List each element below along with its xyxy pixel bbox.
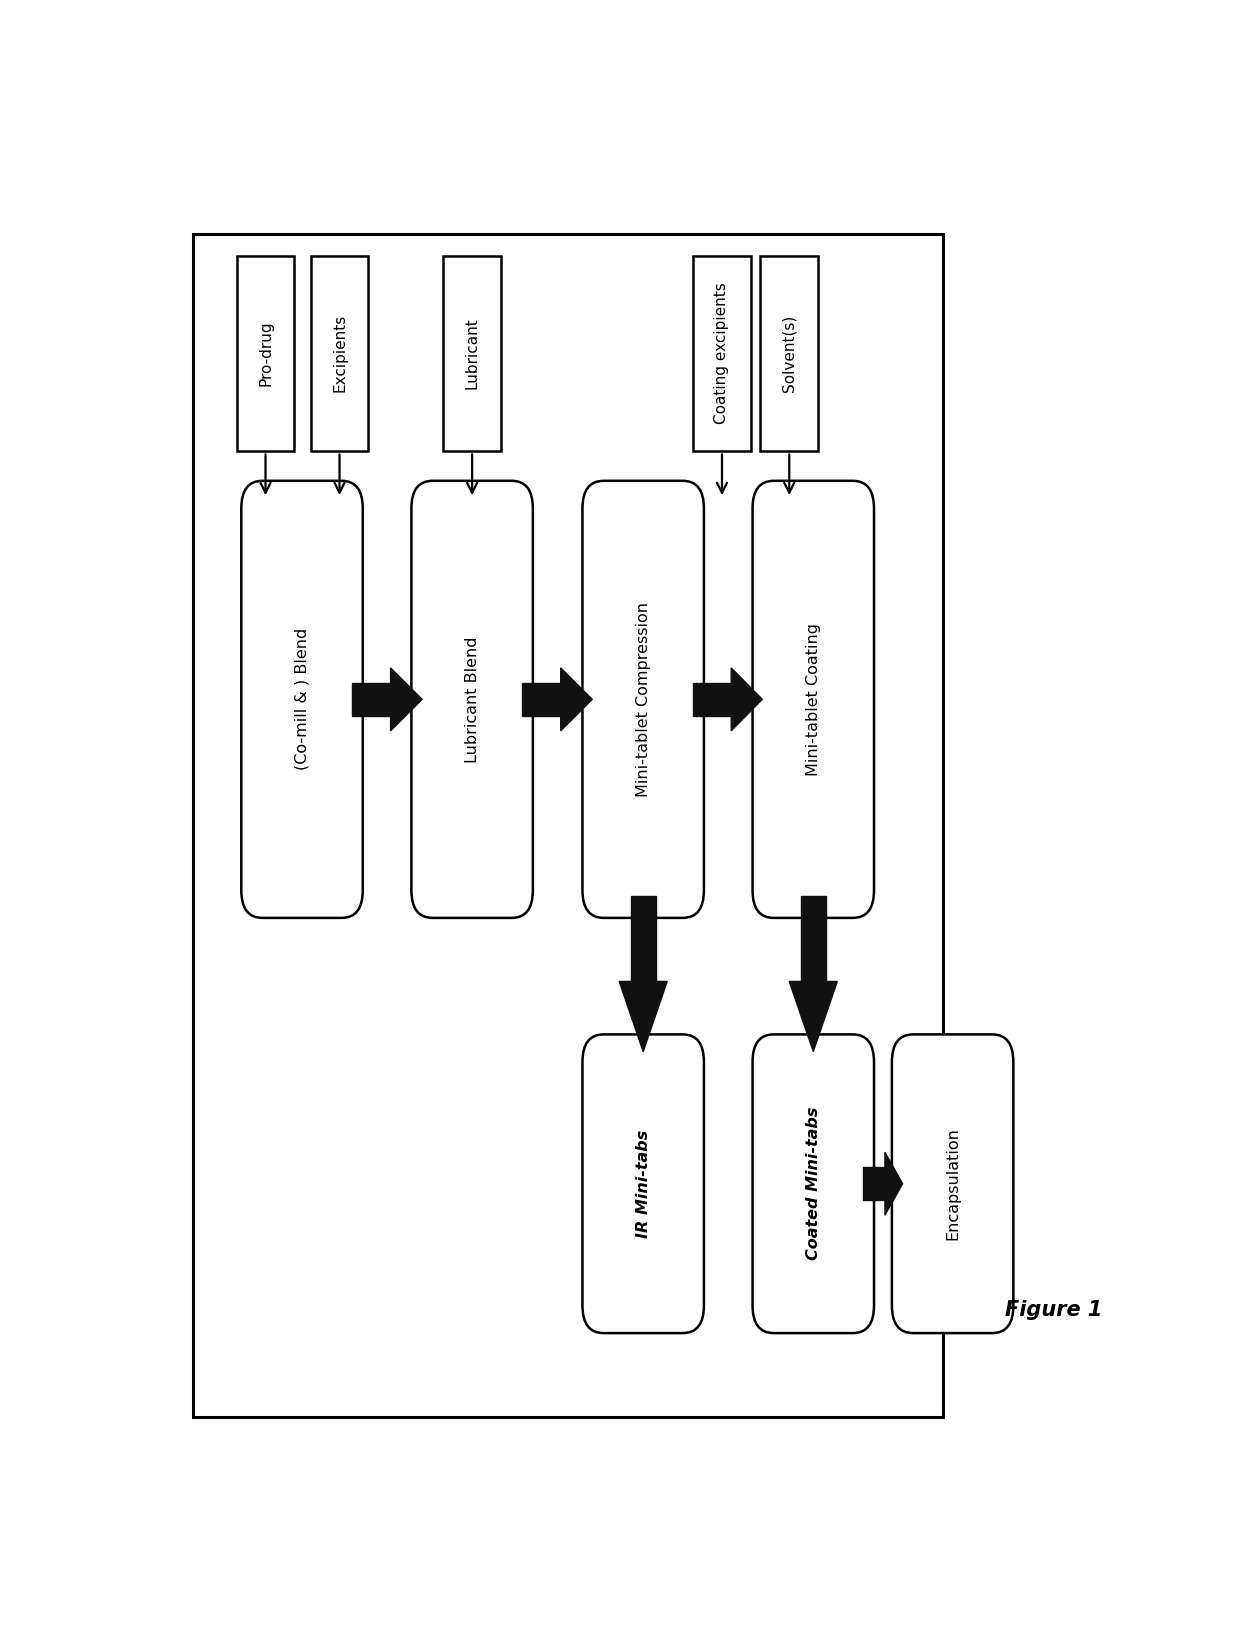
- FancyBboxPatch shape: [753, 480, 874, 918]
- Text: Encapsulation: Encapsulation: [945, 1127, 960, 1240]
- Polygon shape: [732, 668, 763, 730]
- Text: Solvent(s): Solvent(s): [781, 315, 797, 392]
- FancyBboxPatch shape: [583, 1034, 704, 1333]
- Polygon shape: [789, 982, 837, 1052]
- Bar: [693, 257, 750, 451]
- Text: IR Mini-tabs: IR Mini-tabs: [636, 1129, 651, 1239]
- Text: Figure 1: Figure 1: [1004, 1299, 1102, 1320]
- Bar: [311, 257, 368, 451]
- FancyBboxPatch shape: [892, 1034, 1013, 1333]
- Text: Excipients: Excipients: [332, 314, 347, 392]
- Text: Pro-drug: Pro-drug: [258, 320, 273, 386]
- Bar: [193, 234, 942, 1417]
- Text: Lubricant Blend: Lubricant Blend: [465, 636, 480, 763]
- Text: Coated Mini-tabs: Coated Mini-tabs: [806, 1108, 821, 1260]
- Bar: [444, 257, 501, 451]
- Bar: [522, 683, 560, 716]
- Text: Lubricant: Lubricant: [465, 317, 480, 389]
- Bar: [801, 895, 826, 982]
- Polygon shape: [885, 1152, 903, 1216]
- Bar: [760, 257, 818, 451]
- Bar: [237, 257, 294, 451]
- Text: Mini-tablet Coating: Mini-tablet Coating: [806, 623, 821, 776]
- Polygon shape: [391, 668, 422, 730]
- Bar: [693, 683, 732, 716]
- Text: Mini-tablet Compression: Mini-tablet Compression: [636, 601, 651, 797]
- Text: (Co-mill & ) Blend: (Co-mill & ) Blend: [295, 627, 310, 771]
- Text: Coating excipients: Coating excipients: [714, 283, 729, 425]
- Polygon shape: [560, 668, 593, 730]
- FancyBboxPatch shape: [753, 1034, 874, 1333]
- Polygon shape: [619, 982, 667, 1052]
- FancyBboxPatch shape: [412, 480, 533, 918]
- FancyBboxPatch shape: [583, 480, 704, 918]
- FancyBboxPatch shape: [242, 480, 363, 918]
- Bar: [631, 895, 656, 982]
- Bar: [863, 1167, 885, 1199]
- Bar: [352, 683, 391, 716]
